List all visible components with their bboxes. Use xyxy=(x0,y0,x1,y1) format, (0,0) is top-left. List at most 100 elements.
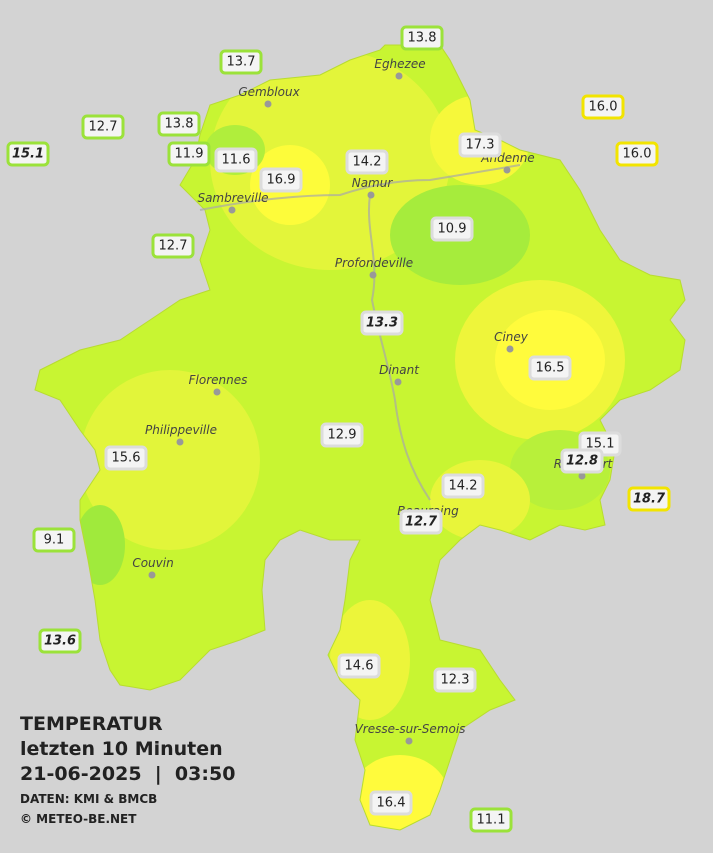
city-dot xyxy=(394,378,402,386)
city-dot xyxy=(213,388,221,396)
station-value: 12.7 xyxy=(89,120,118,135)
station-value: 13.8 xyxy=(408,31,437,46)
station: 16.4 xyxy=(369,790,413,816)
station: 12.3 xyxy=(433,667,477,693)
station: 13.7 xyxy=(219,49,263,75)
station-badge xyxy=(469,807,513,833)
station: 13.8 xyxy=(157,111,201,137)
station-value: 13.6 xyxy=(44,634,76,649)
city-dot xyxy=(503,166,511,174)
station-badge xyxy=(369,790,413,816)
station: 11.9 xyxy=(167,141,211,167)
station-value: 13.8 xyxy=(165,117,194,132)
rivers xyxy=(199,164,521,501)
station-badge xyxy=(151,233,195,259)
station: 12.7 xyxy=(399,509,443,535)
station-value: 15.1 xyxy=(586,437,615,452)
subtitle: letzten 10 Minuten xyxy=(20,738,223,760)
station-badge xyxy=(528,355,572,381)
station-value: 16.0 xyxy=(589,100,618,115)
station-value: 10.9 xyxy=(438,222,467,237)
station-badge xyxy=(32,527,76,553)
station: 12.8 xyxy=(560,448,604,474)
station-badge xyxy=(581,94,625,120)
city-label: Profondeville xyxy=(335,256,413,270)
station-value: 15.1 xyxy=(12,147,44,162)
station: 10.9 xyxy=(430,216,474,242)
source: DATEN: KMI & BMCB xyxy=(20,792,157,806)
station: 12.7 xyxy=(81,114,125,140)
station-value: 18.7 xyxy=(633,492,666,507)
station-badge xyxy=(81,114,125,140)
city-dot xyxy=(369,271,377,279)
station-badge xyxy=(441,473,485,499)
station-badge xyxy=(399,509,443,535)
station-value: 16.4 xyxy=(377,796,406,811)
copyright: © METEO-BE.NET xyxy=(20,812,137,826)
city-dot xyxy=(264,100,272,108)
city-dot xyxy=(367,191,375,199)
station: 16.9 xyxy=(259,167,303,193)
station-value: 17.3 xyxy=(466,138,495,153)
city-dot xyxy=(395,72,403,80)
station-value: 9.1 xyxy=(44,533,65,548)
station-value: 12.8 xyxy=(566,454,598,469)
station-badge xyxy=(214,147,258,173)
timestamp: 21-06-2025 | 03:50 xyxy=(20,763,235,785)
city-label: Couvin xyxy=(132,556,173,570)
station: 11.1 xyxy=(469,807,513,833)
station: 11.6 xyxy=(214,147,258,173)
station-value: 11.9 xyxy=(175,147,204,162)
station-badge xyxy=(615,141,659,167)
station-value: 12.7 xyxy=(159,239,188,254)
title-block: TEMPERATUR letzten 10 Minuten 21-06-2025… xyxy=(20,713,235,826)
station-badge xyxy=(320,422,364,448)
station-badge xyxy=(627,486,671,512)
station: 12.7 xyxy=(151,233,195,259)
city-label: Namur xyxy=(352,176,394,190)
station: 14.2 xyxy=(345,149,389,175)
station-value: 13.7 xyxy=(227,55,256,70)
station-value: 11.1 xyxy=(477,813,506,828)
city-label: Vresse-sur-Semois xyxy=(355,722,466,736)
station-value: 15.6 xyxy=(112,451,141,466)
station: 12.9 xyxy=(320,422,364,448)
city-label: Florennes xyxy=(189,373,248,387)
station-badge xyxy=(458,132,502,158)
city-dot xyxy=(176,438,184,446)
city-label: Eghezee xyxy=(374,57,425,71)
station-value: 12.3 xyxy=(441,673,470,688)
station-value: 12.7 xyxy=(405,515,438,530)
station-badge xyxy=(167,141,211,167)
station-badge xyxy=(345,149,389,175)
station-value: 16.9 xyxy=(267,173,296,188)
station-value: 11.6 xyxy=(222,153,251,168)
station: 16.0 xyxy=(581,94,625,120)
station: 18.7 xyxy=(627,486,671,512)
station: 13.8 xyxy=(400,25,444,51)
city-dot xyxy=(148,571,156,579)
city-label: Dinant xyxy=(379,363,420,377)
station-badge xyxy=(104,445,148,471)
station-value: 14.2 xyxy=(353,155,382,170)
title: TEMPERATUR xyxy=(20,713,163,735)
city-dot xyxy=(228,206,236,214)
station: 16.5 xyxy=(528,355,572,381)
station: 13.6 xyxy=(38,628,82,654)
station-value: 16.5 xyxy=(536,361,565,376)
city-dot xyxy=(578,472,586,480)
station: 15.1 xyxy=(6,141,50,167)
city-dot xyxy=(506,345,514,353)
station-badge xyxy=(337,653,381,679)
station: 16.0 xyxy=(615,141,659,167)
station-badge xyxy=(219,49,263,75)
station: 17.3 xyxy=(458,132,502,158)
station-badge xyxy=(157,111,201,137)
station-value: 14.2 xyxy=(449,479,478,494)
station-badge xyxy=(6,141,50,167)
station-value: 13.3 xyxy=(366,316,398,331)
station-badge xyxy=(360,310,404,336)
city-label: Ciney xyxy=(494,330,529,344)
station-badge xyxy=(433,667,477,693)
station-badge xyxy=(259,167,303,193)
